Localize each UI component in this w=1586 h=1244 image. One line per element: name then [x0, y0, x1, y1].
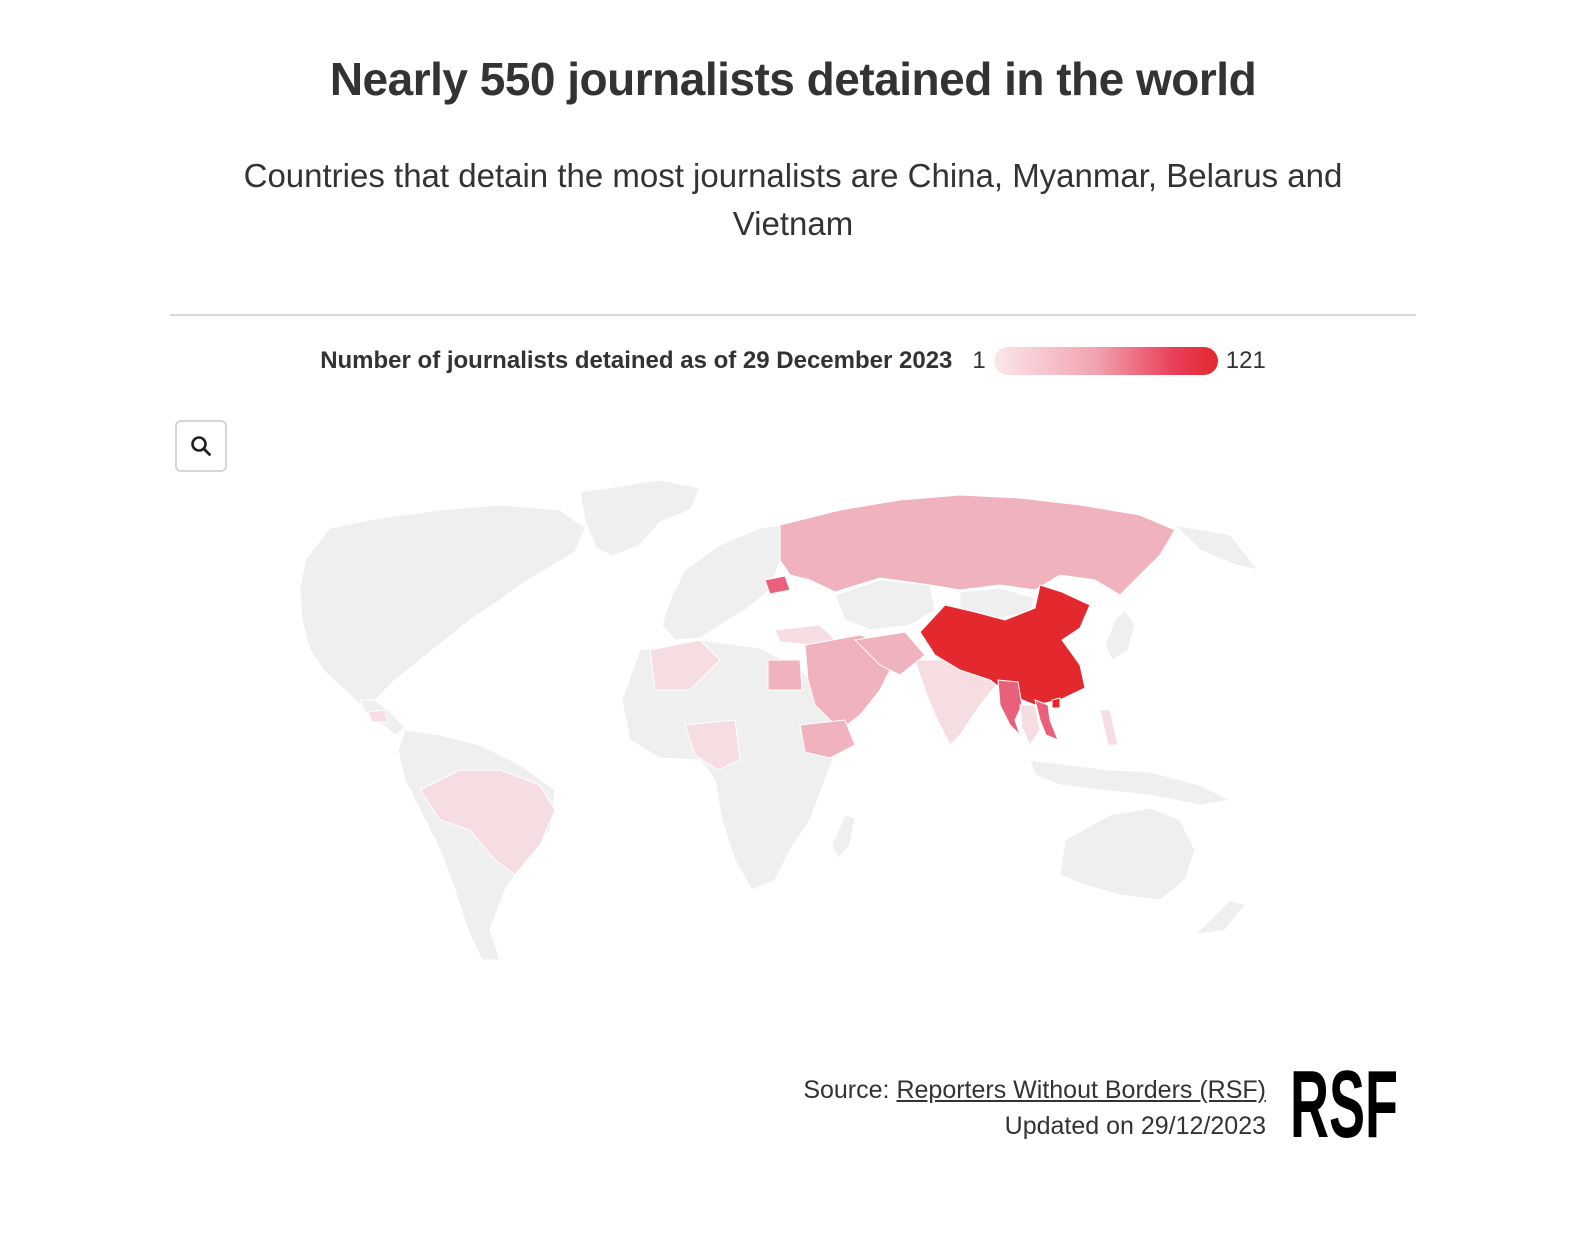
west-africa-region[interactable] [684, 719, 741, 771]
north-america-region[interactable] [299, 504, 586, 706]
legend-min-label: 1 [972, 347, 986, 374]
egypt-region[interactable] [767, 659, 803, 691]
chukotka-region[interactable] [1173, 524, 1260, 571]
thailand-region[interactable] [1019, 704, 1041, 747]
new-zealand-region[interactable] [1193, 899, 1246, 936]
world-map[interactable] [290, 480, 1420, 990]
map-title: Nearly 550 journalists detained in the w… [329, 53, 1257, 105]
iran-region[interactable] [853, 631, 926, 676]
vietnam-region[interactable] [1034, 699, 1059, 741]
search-icon [191, 436, 211, 456]
japan-region[interactable] [1104, 609, 1136, 661]
divider [170, 314, 1416, 316]
europe-region[interactable] [661, 524, 781, 641]
map-subtitle: Countries that detain the most journalis… [243, 157, 1343, 242]
philippines-region[interactable] [1099, 709, 1119, 746]
hainan-region[interactable] [1051, 697, 1061, 709]
rsf-logo: RSF [1290, 1063, 1398, 1139]
source-label: Source: [803, 1076, 890, 1104]
source-link[interactable]: Reporters Without Borders (RSF) [896, 1076, 1266, 1104]
australia-region[interactable] [1059, 807, 1196, 901]
myanmar-region[interactable] [997, 679, 1023, 736]
color-legend: Number of journalists detained as of 29 … [0, 344, 1586, 378]
central-asia-region[interactable] [834, 579, 936, 631]
land-no-data [299, 480, 1260, 961]
legend-max-label: 121 [1225, 347, 1266, 374]
cuba-region[interactable] [367, 709, 389, 723]
greenland-region[interactable] [579, 480, 701, 557]
china-region[interactable] [919, 584, 1091, 706]
southeast-asia-islands-region[interactable] [1029, 759, 1232, 806]
footer: Source: Reporters Without Borders (RSF) … [803, 1072, 1266, 1144]
belarus-region[interactable] [764, 575, 791, 595]
zoom-button[interactable] [175, 420, 227, 472]
russia-region[interactable] [779, 494, 1176, 596]
brazil-region[interactable] [419, 769, 556, 876]
rsf-logo-text: RSF [1290, 1063, 1398, 1139]
source-line: Source: Reporters Without Borders (RSF) [803, 1072, 1266, 1108]
updated-date: Updated on 29/12/2023 [1004, 1112, 1266, 1140]
legend-gradient-bar [993, 347, 1218, 375]
legend-title: Number of journalists detained as of 29 … [320, 347, 953, 374]
north-africa-region[interactable] [649, 639, 721, 691]
ethiopia-region[interactable] [799, 719, 856, 759]
madagascar-region[interactable] [831, 814, 856, 859]
